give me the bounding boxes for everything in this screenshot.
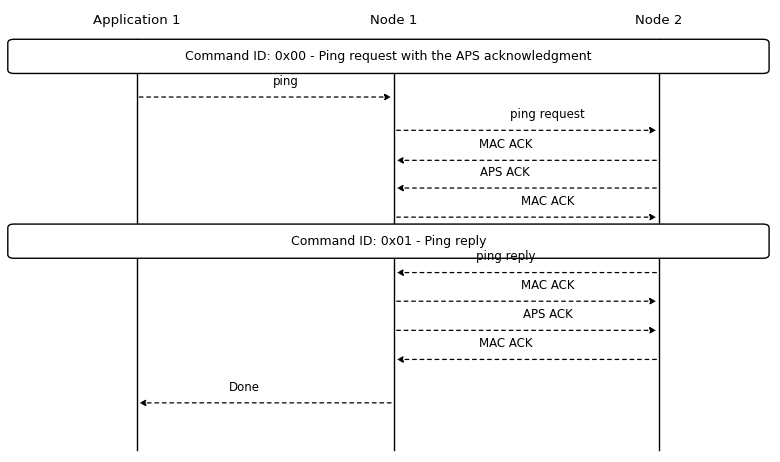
Text: Command ID: 0x01 - Ping reply: Command ID: 0x01 - Ping reply [291, 235, 486, 248]
Text: MAC ACK: MAC ACK [521, 195, 574, 208]
Text: Node 1: Node 1 [370, 14, 417, 27]
Text: APS ACK: APS ACK [480, 166, 530, 179]
Text: ping: ping [273, 75, 299, 88]
Text: MAC ACK: MAC ACK [521, 279, 574, 292]
FancyBboxPatch shape [8, 224, 769, 258]
Text: Command ID: 0x00 - Ping request with the APS acknowledgment: Command ID: 0x00 - Ping request with the… [185, 50, 592, 63]
Text: MAC ACK: MAC ACK [479, 138, 532, 151]
Text: Node 2: Node 2 [636, 14, 682, 27]
FancyBboxPatch shape [8, 39, 769, 73]
Text: Done: Done [229, 381, 260, 394]
Text: ping request: ping request [510, 108, 585, 121]
Text: MAC ACK: MAC ACK [479, 337, 532, 350]
Text: APS ACK: APS ACK [523, 308, 573, 321]
Text: Application 1: Application 1 [93, 14, 180, 27]
Text: ping reply: ping reply [476, 250, 535, 263]
